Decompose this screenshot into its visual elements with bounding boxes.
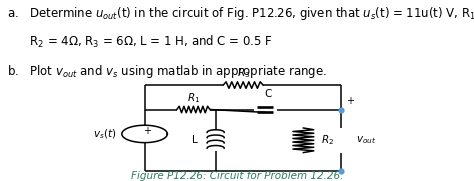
Text: +: + — [144, 126, 151, 136]
Text: Figure P12.26: Circuit for Problem 12.26.: Figure P12.26: Circuit for Problem 12.26… — [131, 171, 343, 181]
Text: R$_2$ = 4Ω, R$_3$ = 6Ω, L = 1 H, and C = 0.5 F: R$_2$ = 4Ω, R$_3$ = 6Ω, L = 1 H, and C =… — [7, 34, 273, 50]
Text: b.   Plot $v_{out}$ and $v_s$ using matlab in appropriate range.: b. Plot $v_{out}$ and $v_s$ using matlab… — [7, 63, 327, 80]
Text: $R_2$: $R_2$ — [321, 133, 335, 147]
Text: C: C — [264, 89, 272, 99]
Text: $v_s(t)$: $v_s(t)$ — [93, 127, 116, 141]
Text: $v_{out}$: $v_{out}$ — [356, 134, 376, 146]
Text: $R_1$: $R_1$ — [187, 91, 200, 105]
Text: a.   Determine $u_{out}$(t) in the circuit of Fig. P12.26, given that $u_s$(t) =: a. Determine $u_{out}$(t) in the circuit… — [7, 5, 474, 22]
Text: L: L — [192, 135, 198, 145]
Text: $R_3$: $R_3$ — [237, 66, 250, 80]
Text: +: + — [346, 96, 354, 106]
